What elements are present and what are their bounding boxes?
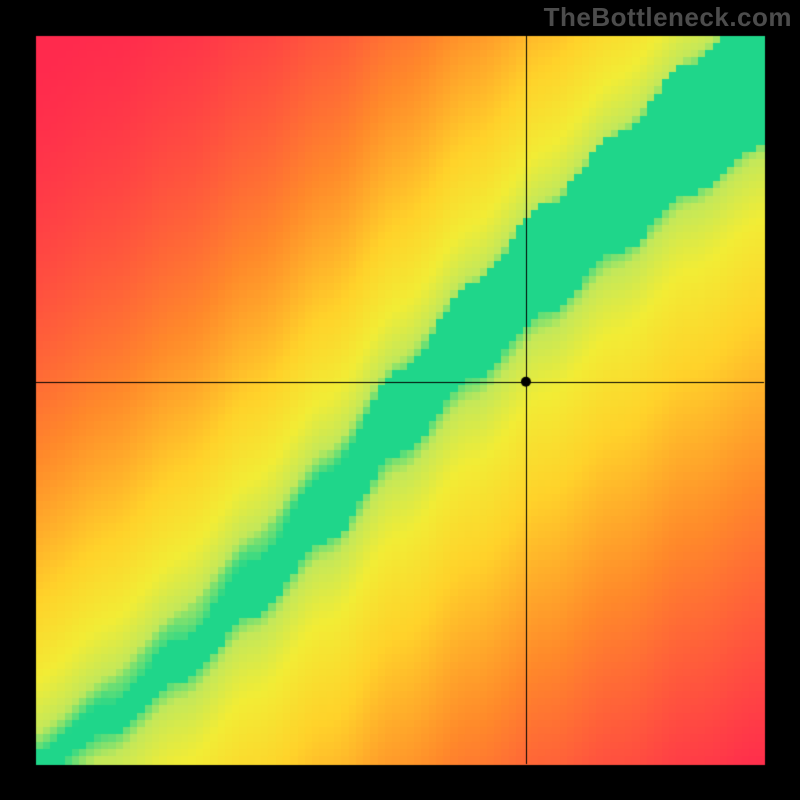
bottleneck-heatmap <box>0 0 800 800</box>
watermark-text: TheBottleneck.com <box>544 2 792 33</box>
stage: TheBottleneck.com <box>0 0 800 800</box>
